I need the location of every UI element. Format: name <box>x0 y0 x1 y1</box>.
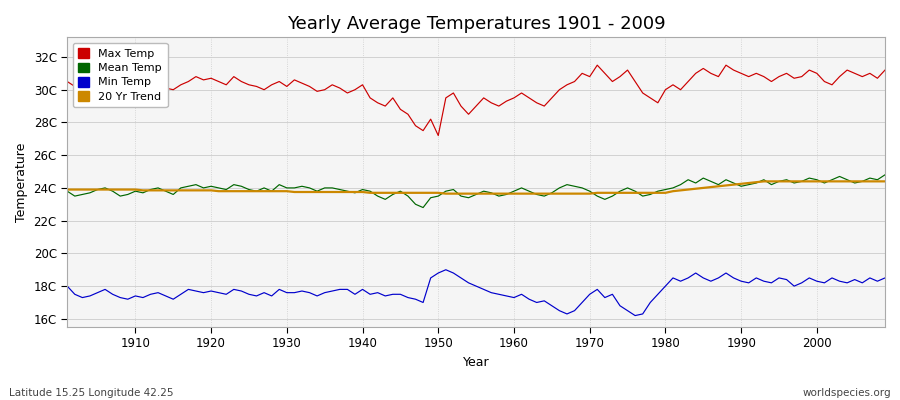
Max Temp <box>879 68 890 72</box>
Mean Temp <box>508 189 519 194</box>
Min Temp <box>335 287 346 292</box>
Line: 20 Yr Trend: 20 Yr Trend <box>68 181 885 194</box>
20 Yr Trend <box>62 187 73 192</box>
20 Yr Trend <box>759 179 769 184</box>
20 Yr Trend <box>289 190 300 194</box>
Line: Mean Temp: Mean Temp <box>68 175 885 208</box>
Max Temp <box>122 87 133 92</box>
Min Temp <box>289 290 300 295</box>
Min Temp <box>516 292 526 297</box>
Max Temp <box>433 133 444 138</box>
Line: Min Temp: Min Temp <box>68 270 885 316</box>
Mean Temp <box>289 186 300 190</box>
Min Temp <box>630 313 641 318</box>
Max Temp <box>62 79 73 84</box>
Max Temp <box>615 74 626 79</box>
Mean Temp <box>516 186 526 190</box>
20 Yr Trend <box>335 190 346 194</box>
Max Temp <box>289 78 300 82</box>
Min Temp <box>62 284 73 288</box>
Max Temp <box>592 63 603 68</box>
20 Yr Trend <box>516 191 526 196</box>
Mean Temp <box>335 187 346 192</box>
Max Temp <box>508 96 519 100</box>
Y-axis label: Temperature: Temperature <box>15 142 28 222</box>
20 Yr Trend <box>607 190 617 195</box>
Title: Yearly Average Temperatures 1901 - 2009: Yearly Average Temperatures 1901 - 2009 <box>287 15 665 33</box>
Min Temp <box>440 267 451 272</box>
Mean Temp <box>879 172 890 177</box>
Min Temp <box>879 276 890 280</box>
Mean Temp <box>607 194 617 198</box>
Mean Temp <box>62 189 73 194</box>
Min Temp <box>508 295 519 300</box>
Max Temp <box>516 90 526 95</box>
X-axis label: Year: Year <box>463 356 490 369</box>
Text: Latitude 15.25 Longitude 42.25: Latitude 15.25 Longitude 42.25 <box>9 388 174 398</box>
Mean Temp <box>122 192 133 197</box>
20 Yr Trend <box>879 179 890 184</box>
Min Temp <box>122 297 133 302</box>
Text: worldspecies.org: worldspecies.org <box>803 388 891 398</box>
20 Yr Trend <box>508 191 519 196</box>
Min Temp <box>607 292 617 297</box>
Mean Temp <box>418 205 428 210</box>
20 Yr Trend <box>122 187 133 192</box>
Max Temp <box>335 86 346 90</box>
Line: Max Temp: Max Temp <box>68 65 885 136</box>
20 Yr Trend <box>440 191 451 196</box>
Legend: Max Temp, Mean Temp, Min Temp, 20 Yr Trend: Max Temp, Mean Temp, Min Temp, 20 Yr Tre… <box>73 43 167 107</box>
